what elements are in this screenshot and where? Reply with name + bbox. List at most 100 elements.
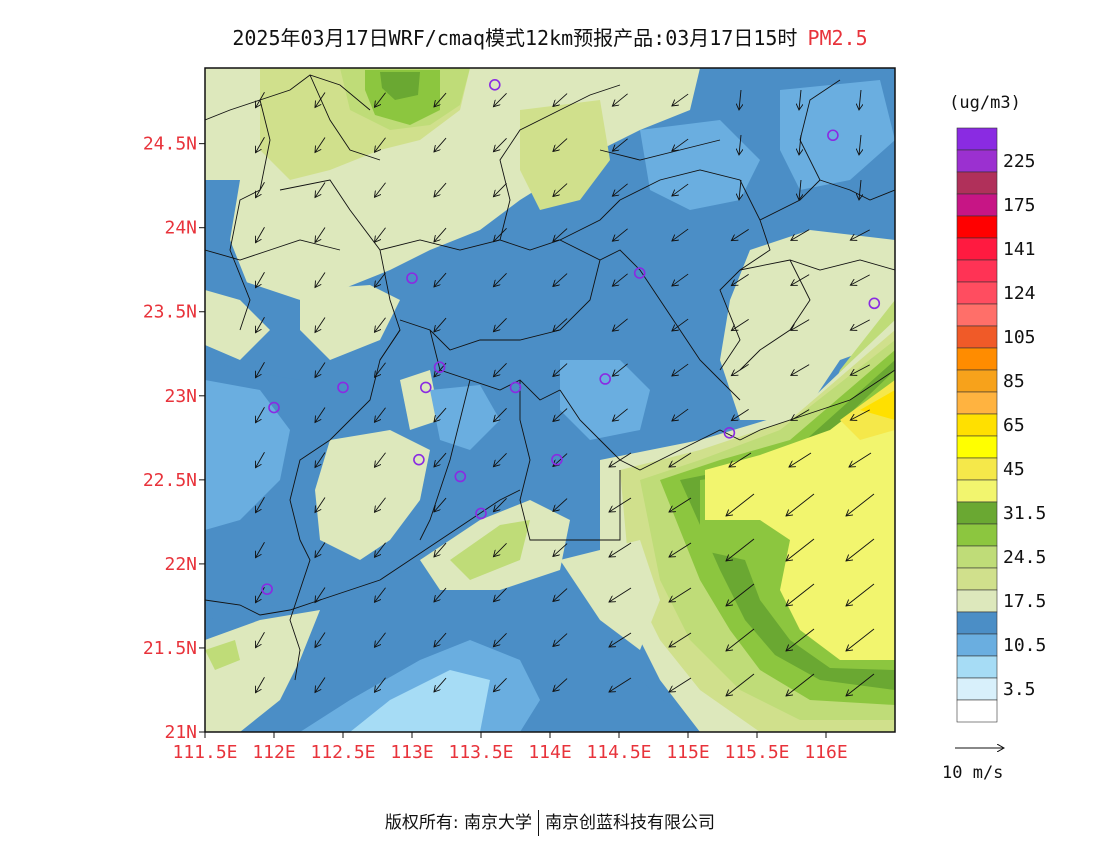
wind-arrow bbox=[799, 134, 801, 155]
wind-arrow bbox=[786, 493, 815, 516]
legend-label: 31.5 bbox=[1003, 503, 1046, 524]
wind-arrow bbox=[726, 538, 755, 561]
wind-arrow bbox=[315, 587, 326, 603]
station-marker bbox=[633, 267, 646, 279]
wind-arrow bbox=[553, 363, 568, 377]
wind-arrow bbox=[256, 452, 265, 468]
wind-arrow bbox=[493, 497, 507, 511]
lat-tick-label: 23.5N bbox=[143, 302, 197, 323]
wind-arrow bbox=[669, 587, 692, 602]
wind-arrow bbox=[434, 272, 447, 287]
wind-arrow bbox=[493, 407, 507, 421]
wind-arrow bbox=[493, 227, 507, 241]
wind-arrow bbox=[846, 673, 875, 696]
wind-arrow bbox=[434, 632, 447, 647]
wind-arrow bbox=[256, 137, 265, 153]
legend-label: 175 bbox=[1003, 195, 1036, 216]
legend-label: 65 bbox=[1003, 415, 1025, 436]
lat-tick-label: 21.5N bbox=[143, 638, 197, 659]
legend-swatch bbox=[956, 325, 998, 349]
wind-arrow bbox=[493, 632, 507, 646]
wind-arrow bbox=[434, 407, 447, 422]
wind-arrow bbox=[434, 227, 447, 242]
wind-arrow bbox=[553, 678, 568, 692]
wind-arrow bbox=[315, 137, 326, 153]
wind-arrow bbox=[786, 628, 815, 651]
wind-arrow bbox=[669, 677, 692, 692]
wind-arrow bbox=[612, 93, 628, 106]
legend-swatch bbox=[956, 589, 998, 613]
lon-tick-label: 113.5E bbox=[448, 742, 513, 763]
wind-arrow bbox=[374, 587, 386, 602]
wind-arrow bbox=[672, 408, 689, 421]
lon-tick-label: 115.5E bbox=[724, 742, 789, 763]
legend-swatch bbox=[956, 347, 998, 371]
station-marker bbox=[488, 79, 501, 91]
wind-arrow bbox=[789, 452, 812, 467]
wind-arrow bbox=[731, 408, 749, 420]
legend-swatch bbox=[956, 545, 998, 569]
wind-arrow bbox=[859, 134, 861, 155]
wind-arrow bbox=[791, 409, 810, 421]
wind-arrow bbox=[315, 407, 326, 423]
wind-arrow bbox=[374, 92, 386, 107]
latitude-axis: 24.5N 24N 23.5N 23N 22.5N 22N 21.5N 21N bbox=[143, 134, 205, 743]
monitoring-stations bbox=[261, 79, 881, 595]
wind-arrow bbox=[553, 318, 568, 332]
wind-arrow bbox=[672, 228, 689, 241]
wind-arrow bbox=[256, 632, 265, 648]
wind-arrow bbox=[256, 587, 265, 603]
wind-arrow bbox=[731, 318, 749, 330]
legend-swatch bbox=[956, 523, 998, 547]
wind-arrow bbox=[726, 493, 755, 516]
wind-arrow bbox=[553, 138, 568, 152]
colorbar-legend: 225 175 141 124 105 85 65 45 31.5 24.5 17.5 10.5 3.5 bbox=[956, 127, 1046, 723]
legend-swatch bbox=[956, 435, 998, 459]
wind-arrow bbox=[256, 677, 265, 693]
lon-tick-label: 112.5E bbox=[310, 742, 375, 763]
wind-arrow bbox=[493, 182, 507, 196]
map-title: 2025年03月17日WRF/cmaq模式12km预报产品:03月17日15时 P… bbox=[0, 22, 1100, 51]
wind-arrow bbox=[859, 179, 861, 200]
wind-arrow bbox=[256, 227, 265, 243]
wind-arrow bbox=[799, 179, 801, 200]
title-main: 2025年03月17日WRF/cmaq模式12km预报产品:03月17日15时 bbox=[232, 26, 798, 50]
wind-arrow bbox=[315, 632, 326, 648]
wind-arrow bbox=[612, 183, 628, 196]
lon-tick-label: 116E bbox=[804, 742, 847, 763]
wind-arrow bbox=[669, 452, 692, 467]
lon-tick-label: 114.5E bbox=[586, 742, 651, 763]
wind-arrow bbox=[672, 93, 689, 106]
legend-label: 45 bbox=[1003, 459, 1025, 480]
wind-scale-label: 10 m/s bbox=[942, 763, 1003, 783]
wind-arrow bbox=[493, 92, 507, 106]
wind-arrow bbox=[256, 272, 265, 288]
legend-swatch bbox=[956, 215, 998, 239]
wind-arrow bbox=[609, 497, 632, 512]
wind-arrow bbox=[315, 497, 326, 513]
wind-arrow bbox=[493, 452, 507, 466]
wind-arrow bbox=[434, 542, 447, 557]
pm25-field bbox=[205, 68, 895, 732]
lat-tick-label: 24.5N bbox=[143, 134, 197, 155]
wind-arrow bbox=[849, 452, 872, 467]
wind-arrow bbox=[672, 363, 689, 376]
wind-arrow bbox=[256, 542, 265, 558]
legend-swatch bbox=[956, 149, 998, 173]
wind-arrow bbox=[791, 229, 810, 241]
wind-arrow bbox=[726, 628, 755, 651]
legend-swatch bbox=[956, 281, 998, 305]
wind-arrow bbox=[553, 273, 568, 287]
legend-swatch bbox=[956, 501, 998, 525]
wind-arrow bbox=[434, 182, 447, 197]
wind-arrow bbox=[669, 632, 692, 647]
station-marker bbox=[419, 381, 432, 394]
legend-label: 105 bbox=[1003, 327, 1036, 348]
lat-tick-label: 24N bbox=[164, 218, 197, 239]
station-marker bbox=[337, 381, 349, 394]
wind-arrow bbox=[434, 452, 447, 467]
wind-arrow bbox=[850, 229, 870, 240]
legend-label: 3.5 bbox=[1003, 679, 1036, 700]
lon-tick-label: 112E bbox=[252, 742, 295, 763]
